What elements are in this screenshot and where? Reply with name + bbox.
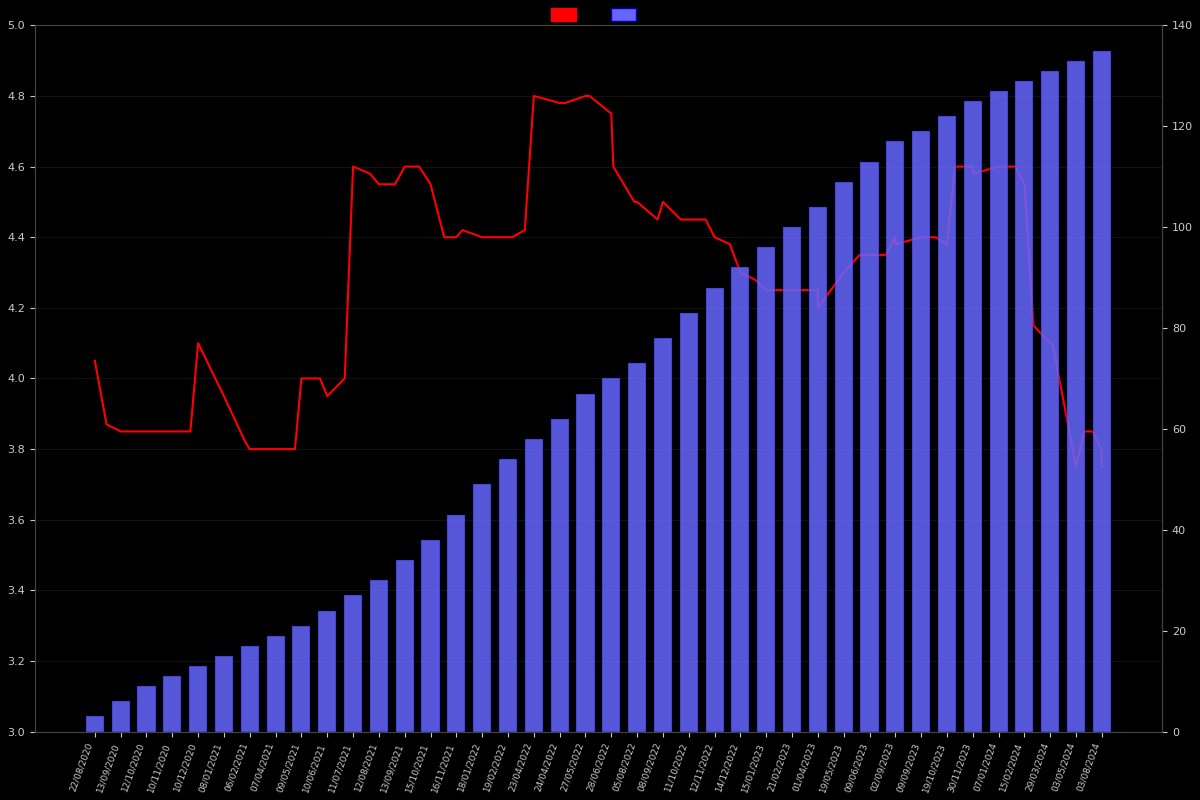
- Bar: [190, 666, 208, 732]
- Bar: [912, 131, 930, 732]
- Bar: [706, 288, 724, 732]
- Bar: [215, 656, 233, 732]
- Bar: [679, 313, 697, 732]
- Bar: [964, 101, 982, 732]
- Bar: [860, 162, 878, 732]
- Bar: [784, 227, 802, 732]
- Bar: [1015, 81, 1033, 732]
- Bar: [448, 514, 466, 732]
- Bar: [576, 394, 594, 732]
- Bar: [1042, 70, 1060, 732]
- Bar: [551, 419, 569, 732]
- Bar: [396, 560, 414, 732]
- Bar: [731, 267, 750, 732]
- Bar: [112, 702, 130, 732]
- Bar: [757, 247, 775, 732]
- Bar: [654, 338, 672, 732]
- Legend: , : ,: [546, 3, 650, 27]
- Bar: [473, 485, 491, 732]
- Bar: [887, 142, 905, 732]
- Bar: [421, 540, 439, 732]
- Bar: [370, 580, 388, 732]
- Bar: [85, 717, 104, 732]
- Bar: [1093, 50, 1111, 732]
- Bar: [163, 676, 181, 732]
- Bar: [524, 439, 542, 732]
- Bar: [266, 636, 284, 732]
- Bar: [990, 91, 1008, 732]
- Bar: [344, 595, 362, 732]
- Bar: [293, 626, 311, 732]
- Bar: [602, 378, 620, 732]
- Bar: [809, 207, 827, 732]
- Bar: [138, 686, 156, 732]
- Bar: [938, 116, 956, 732]
- Bar: [835, 182, 853, 732]
- Bar: [628, 363, 646, 732]
- Bar: [1067, 61, 1085, 732]
- Bar: [241, 646, 259, 732]
- Bar: [499, 459, 517, 732]
- Bar: [318, 610, 336, 732]
